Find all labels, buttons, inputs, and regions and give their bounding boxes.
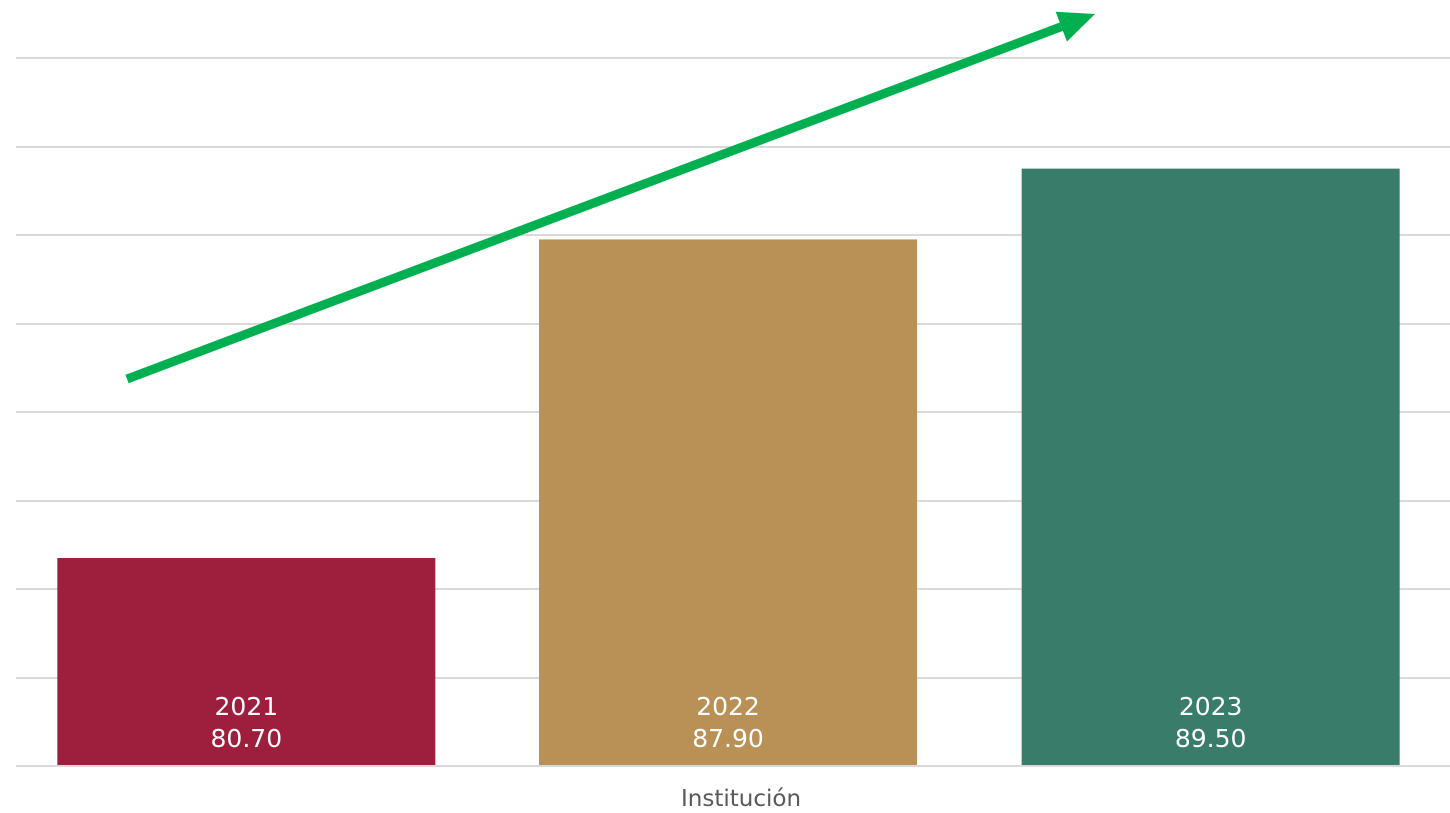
bars: [57, 168, 1400, 767]
bar-category-label: 2021: [215, 692, 279, 721]
bar-2021: [57, 558, 436, 766]
bar-value-label: 87.90: [692, 724, 764, 753]
bar-labels: 2021 80.70 2022 87.90 2023 89.50: [211, 692, 1247, 753]
x-axis-title: Institución: [681, 786, 801, 812]
trend-arrow-head: [1055, 11, 1095, 42]
trend-arrow-shaft: [125, 22, 1063, 384]
trend-arrow: [125, 11, 1095, 384]
bar-category-label: 2022: [696, 692, 760, 721]
bar-category-label: 2023: [1179, 692, 1243, 721]
bar-value-label: 80.70: [211, 724, 283, 753]
bar-2022: [539, 239, 917, 767]
bar-2023: [1021, 168, 1400, 766]
bar-value-label: 89.50: [1175, 724, 1247, 753]
